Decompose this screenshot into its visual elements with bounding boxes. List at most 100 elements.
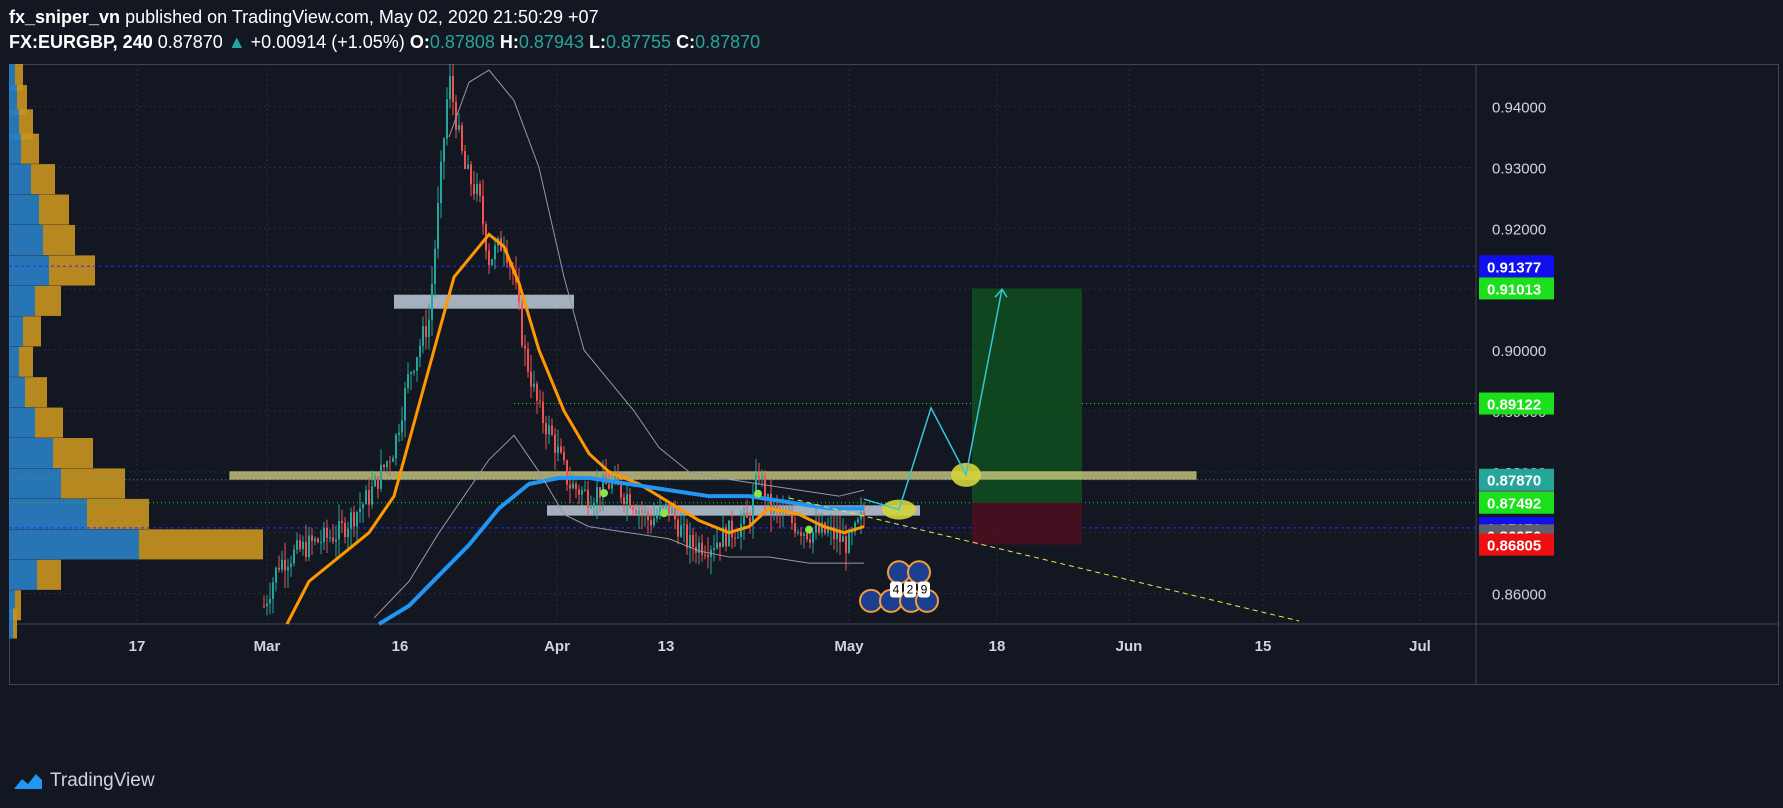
candle-body bbox=[530, 371, 532, 387]
candle-body bbox=[827, 529, 829, 534]
x-tick-label: 17 bbox=[129, 638, 146, 655]
candle-body bbox=[482, 195, 484, 225]
candle-body bbox=[572, 483, 574, 489]
candle-body bbox=[527, 348, 529, 372]
candle-body bbox=[713, 548, 715, 550]
candle-body bbox=[719, 542, 721, 548]
candle-body bbox=[443, 138, 445, 162]
candle-body bbox=[551, 425, 553, 435]
candle-body bbox=[296, 540, 298, 550]
event-count-label: 2 bbox=[907, 583, 914, 597]
candle-body bbox=[578, 489, 580, 495]
volume-bar-sell bbox=[43, 224, 75, 256]
price-label-bg bbox=[1479, 392, 1554, 415]
candle-body bbox=[284, 559, 286, 571]
candle-body bbox=[575, 483, 577, 490]
candle-body bbox=[380, 464, 382, 489]
candle-body bbox=[761, 475, 763, 480]
close-value: 0.87870 bbox=[695, 32, 761, 52]
publish-info: fx_sniper_vn published on TradingView.co… bbox=[9, 7, 599, 28]
candle-body bbox=[335, 539, 337, 542]
candle-body bbox=[398, 432, 400, 435]
candle-body bbox=[521, 302, 523, 346]
price-label: 0.86805 bbox=[1487, 538, 1541, 555]
volume-bar-sell bbox=[35, 407, 63, 438]
candle-body bbox=[392, 458, 394, 462]
zone-resistance-upper bbox=[394, 294, 574, 309]
candle-body bbox=[836, 531, 838, 540]
volume-bar-buy bbox=[9, 346, 19, 377]
candle-body bbox=[374, 476, 376, 487]
candle-body bbox=[581, 490, 583, 495]
candle-body bbox=[425, 326, 427, 338]
candle-body bbox=[470, 164, 472, 185]
candle-body bbox=[359, 508, 361, 513]
volume-bar-buy bbox=[9, 316, 23, 347]
author-name[interactable]: fx_sniper_vn bbox=[9, 7, 121, 27]
candle-body bbox=[350, 512, 352, 529]
candle-body bbox=[722, 527, 724, 548]
tradingview-logo[interactable]: TradingView bbox=[10, 770, 155, 792]
candle-body bbox=[554, 434, 556, 453]
candle-body bbox=[362, 504, 364, 509]
close-label: C: bbox=[676, 32, 696, 52]
signal-dot bbox=[600, 489, 608, 498]
candle-body bbox=[356, 512, 358, 527]
candle-body bbox=[524, 345, 526, 349]
candle-body bbox=[770, 493, 772, 515]
candle-body bbox=[476, 183, 478, 195]
candle-body bbox=[491, 259, 493, 265]
candle-body bbox=[464, 150, 466, 169]
candle-body bbox=[743, 512, 745, 524]
volume-bar-buy bbox=[9, 164, 31, 195]
price-chart[interactable]: 429 0.860000.870000.880000.890000.900000… bbox=[9, 64, 1779, 754]
moving-average-fast bbox=[285, 232, 865, 625]
candle-body bbox=[446, 99, 448, 139]
price-change: +0.00914 (+1.05%) bbox=[250, 32, 405, 52]
candle-body bbox=[545, 423, 547, 435]
candle-body bbox=[809, 539, 811, 543]
indicator-lines bbox=[285, 69, 865, 626]
volume-bar-sell bbox=[21, 133, 39, 164]
candle-body bbox=[263, 605, 265, 607]
y-tick-label: 0.93000 bbox=[1492, 160, 1546, 177]
candle-body bbox=[857, 519, 859, 523]
candle-body bbox=[800, 532, 802, 536]
candle-body bbox=[611, 482, 613, 489]
volume-bar-sell bbox=[31, 164, 55, 195]
candle-body bbox=[698, 542, 700, 553]
bollinger-upper bbox=[448, 69, 865, 497]
candle-body bbox=[590, 507, 592, 509]
volume-bar-buy bbox=[9, 377, 25, 408]
price-label: 0.87870 bbox=[1487, 473, 1541, 490]
candle-body bbox=[845, 536, 847, 553]
high-label: H: bbox=[499, 32, 519, 52]
candle-body bbox=[434, 248, 436, 285]
eu-flag-icon bbox=[859, 588, 883, 613]
candle-body bbox=[341, 521, 343, 524]
candle-body bbox=[656, 515, 658, 519]
candle-body bbox=[794, 523, 796, 533]
candle-body bbox=[818, 524, 820, 533]
x-tick-label: 16 bbox=[392, 638, 409, 655]
candle-body bbox=[587, 489, 589, 508]
candle-body bbox=[401, 420, 403, 433]
price-label: 0.87492 bbox=[1487, 496, 1541, 513]
candle-body bbox=[344, 523, 346, 537]
candle-body bbox=[269, 598, 271, 604]
stop-zone bbox=[972, 502, 1082, 545]
candle-body bbox=[539, 400, 541, 402]
candle-body bbox=[863, 512, 865, 516]
candle-body bbox=[407, 374, 409, 389]
volume-bar-sell bbox=[87, 498, 149, 529]
price-label-bg bbox=[1479, 255, 1554, 278]
candle-body bbox=[812, 532, 814, 543]
signal-dot bbox=[805, 525, 813, 534]
symbol-label[interactable]: FX:EURGBP, 240 bbox=[9, 32, 153, 52]
candle-body bbox=[437, 203, 439, 249]
candle-body bbox=[332, 537, 334, 542]
volume-bar-buy bbox=[9, 285, 35, 316]
eu-flag-icon bbox=[907, 560, 931, 585]
candle-body bbox=[791, 513, 793, 524]
volume-profile bbox=[9, 64, 263, 639]
